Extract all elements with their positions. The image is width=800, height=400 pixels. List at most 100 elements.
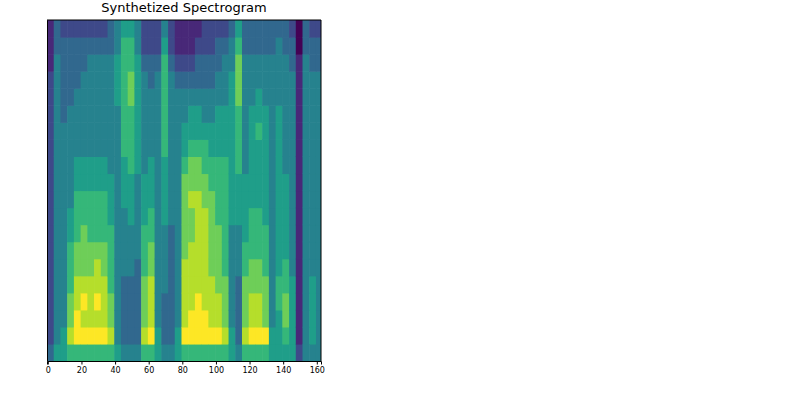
- chart: 020406080100120140160Synthetized Spectro…: [0, 0, 800, 400]
- heatmap-cell: [108, 310, 115, 328]
- heatmap-cell: [222, 173, 229, 191]
- heatmap-cell: [168, 37, 175, 55]
- heatmap-cell: [235, 327, 242, 345]
- heatmap-cell: [108, 293, 115, 311]
- heatmap-cell: [269, 225, 276, 243]
- heatmap-cell: [87, 88, 94, 106]
- y-axis-line: [47, 21, 48, 362]
- heatmap-cell: [276, 105, 283, 123]
- heatmap-cell: [195, 122, 202, 140]
- heatmap-cell: [309, 71, 316, 89]
- heatmap-cell: [108, 54, 115, 72]
- heatmap-cell: [255, 242, 262, 260]
- heatmap-cell: [235, 225, 242, 243]
- heatmap-cell: [128, 122, 135, 140]
- heatmap-cell: [67, 88, 74, 106]
- heatmap-cell: [67, 122, 74, 140]
- heatmap-cell: [141, 208, 148, 226]
- heatmap-cell: [282, 139, 289, 157]
- x-tick: 80: [178, 361, 188, 375]
- heatmap-cell: [47, 293, 54, 311]
- heatmap-cell: [168, 173, 175, 191]
- heatmap-cell: [74, 71, 81, 89]
- heatmap-cell: [175, 37, 182, 55]
- heatmap-cell: [276, 225, 283, 243]
- heatmap-cell: [202, 20, 209, 38]
- heatmap-cell: [128, 242, 135, 260]
- heatmap-cell: [161, 327, 168, 345]
- heatmap-cell: [242, 71, 249, 89]
- heatmap-cell: [222, 105, 229, 123]
- heatmap-cell: [155, 122, 162, 140]
- heatmap-cell: [316, 122, 321, 140]
- heatmap-cell: [101, 37, 108, 55]
- heatmap-cell: [249, 54, 256, 72]
- heatmap-cell: [155, 344, 162, 361]
- heatmap-cell: [235, 259, 242, 277]
- heatmap-cell: [81, 156, 88, 174]
- x-tick-mark: [149, 361, 150, 365]
- heatmap-cell: [54, 88, 61, 106]
- heatmap-cell: [188, 344, 195, 361]
- heatmap-cell: [67, 54, 74, 72]
- heatmap-cell: [47, 327, 54, 345]
- x-tick-mark: [317, 361, 318, 365]
- heatmap-cell: [181, 208, 188, 226]
- heatmap-cell: [289, 344, 296, 361]
- heatmap-cell: [128, 208, 135, 226]
- heatmap-cell: [296, 242, 303, 260]
- heatmap-cell: [128, 259, 135, 277]
- heatmap-cell: [67, 327, 74, 345]
- heatmap-cell: [108, 327, 115, 345]
- heatmap-cell: [87, 122, 94, 140]
- heatmap-cell: [316, 156, 321, 174]
- heatmap-cell: [289, 208, 296, 226]
- heatmap-cell: [81, 242, 88, 260]
- heatmap-cell: [208, 191, 215, 209]
- heatmap-cell: [269, 344, 276, 361]
- x-tick: 0: [46, 361, 51, 375]
- heatmap-cell: [181, 139, 188, 157]
- heatmap-cell: [222, 259, 229, 277]
- heatmap-cell: [141, 225, 148, 243]
- heatmap-cell: [181, 88, 188, 106]
- heatmap-cell: [262, 37, 269, 55]
- x-tick-label: 140: [276, 366, 291, 375]
- heatmap-cell: [121, 191, 128, 209]
- heatmap-cell: [309, 20, 316, 38]
- heatmap-cell: [87, 276, 94, 294]
- heatmap-cell: [181, 310, 188, 328]
- heatmap-cell: [255, 259, 262, 277]
- heatmap-cell: [208, 259, 215, 277]
- heatmap-cell: [296, 173, 303, 191]
- heatmap-cell: [269, 20, 276, 38]
- heatmap-cell: [188, 327, 195, 345]
- heatmap-cell: [168, 225, 175, 243]
- heatmap-cell: [222, 139, 229, 157]
- heatmap-cell: [161, 293, 168, 311]
- heatmap-cell: [141, 139, 148, 157]
- x-tick-label: 80: [178, 366, 188, 375]
- heatmap-cell: [242, 259, 249, 277]
- heatmap-cell: [175, 208, 182, 226]
- heatmap-cell: [134, 173, 141, 191]
- heatmap-cell: [60, 122, 67, 140]
- heatmap-cell: [303, 105, 310, 123]
- heatmap-cell: [309, 156, 316, 174]
- heatmap-cell: [54, 310, 61, 328]
- heatmap-cell: [108, 276, 115, 294]
- heatmap-cell: [81, 208, 88, 226]
- x-tick: 120: [242, 361, 257, 375]
- heatmap-cell: [168, 344, 175, 361]
- heatmap-cell: [81, 105, 88, 123]
- heatmap-cell: [188, 225, 195, 243]
- x-tick: 100: [209, 361, 224, 375]
- heatmap-cell: [249, 242, 256, 260]
- x-tick: 60: [144, 361, 154, 375]
- x-tick-label: 100: [209, 366, 224, 375]
- heatmap-cell: [229, 156, 236, 174]
- heatmap-cell: [161, 71, 168, 89]
- x-tick-label: 60: [144, 366, 154, 375]
- heatmap-cell: [255, 20, 262, 38]
- heatmap-cell: [262, 293, 269, 311]
